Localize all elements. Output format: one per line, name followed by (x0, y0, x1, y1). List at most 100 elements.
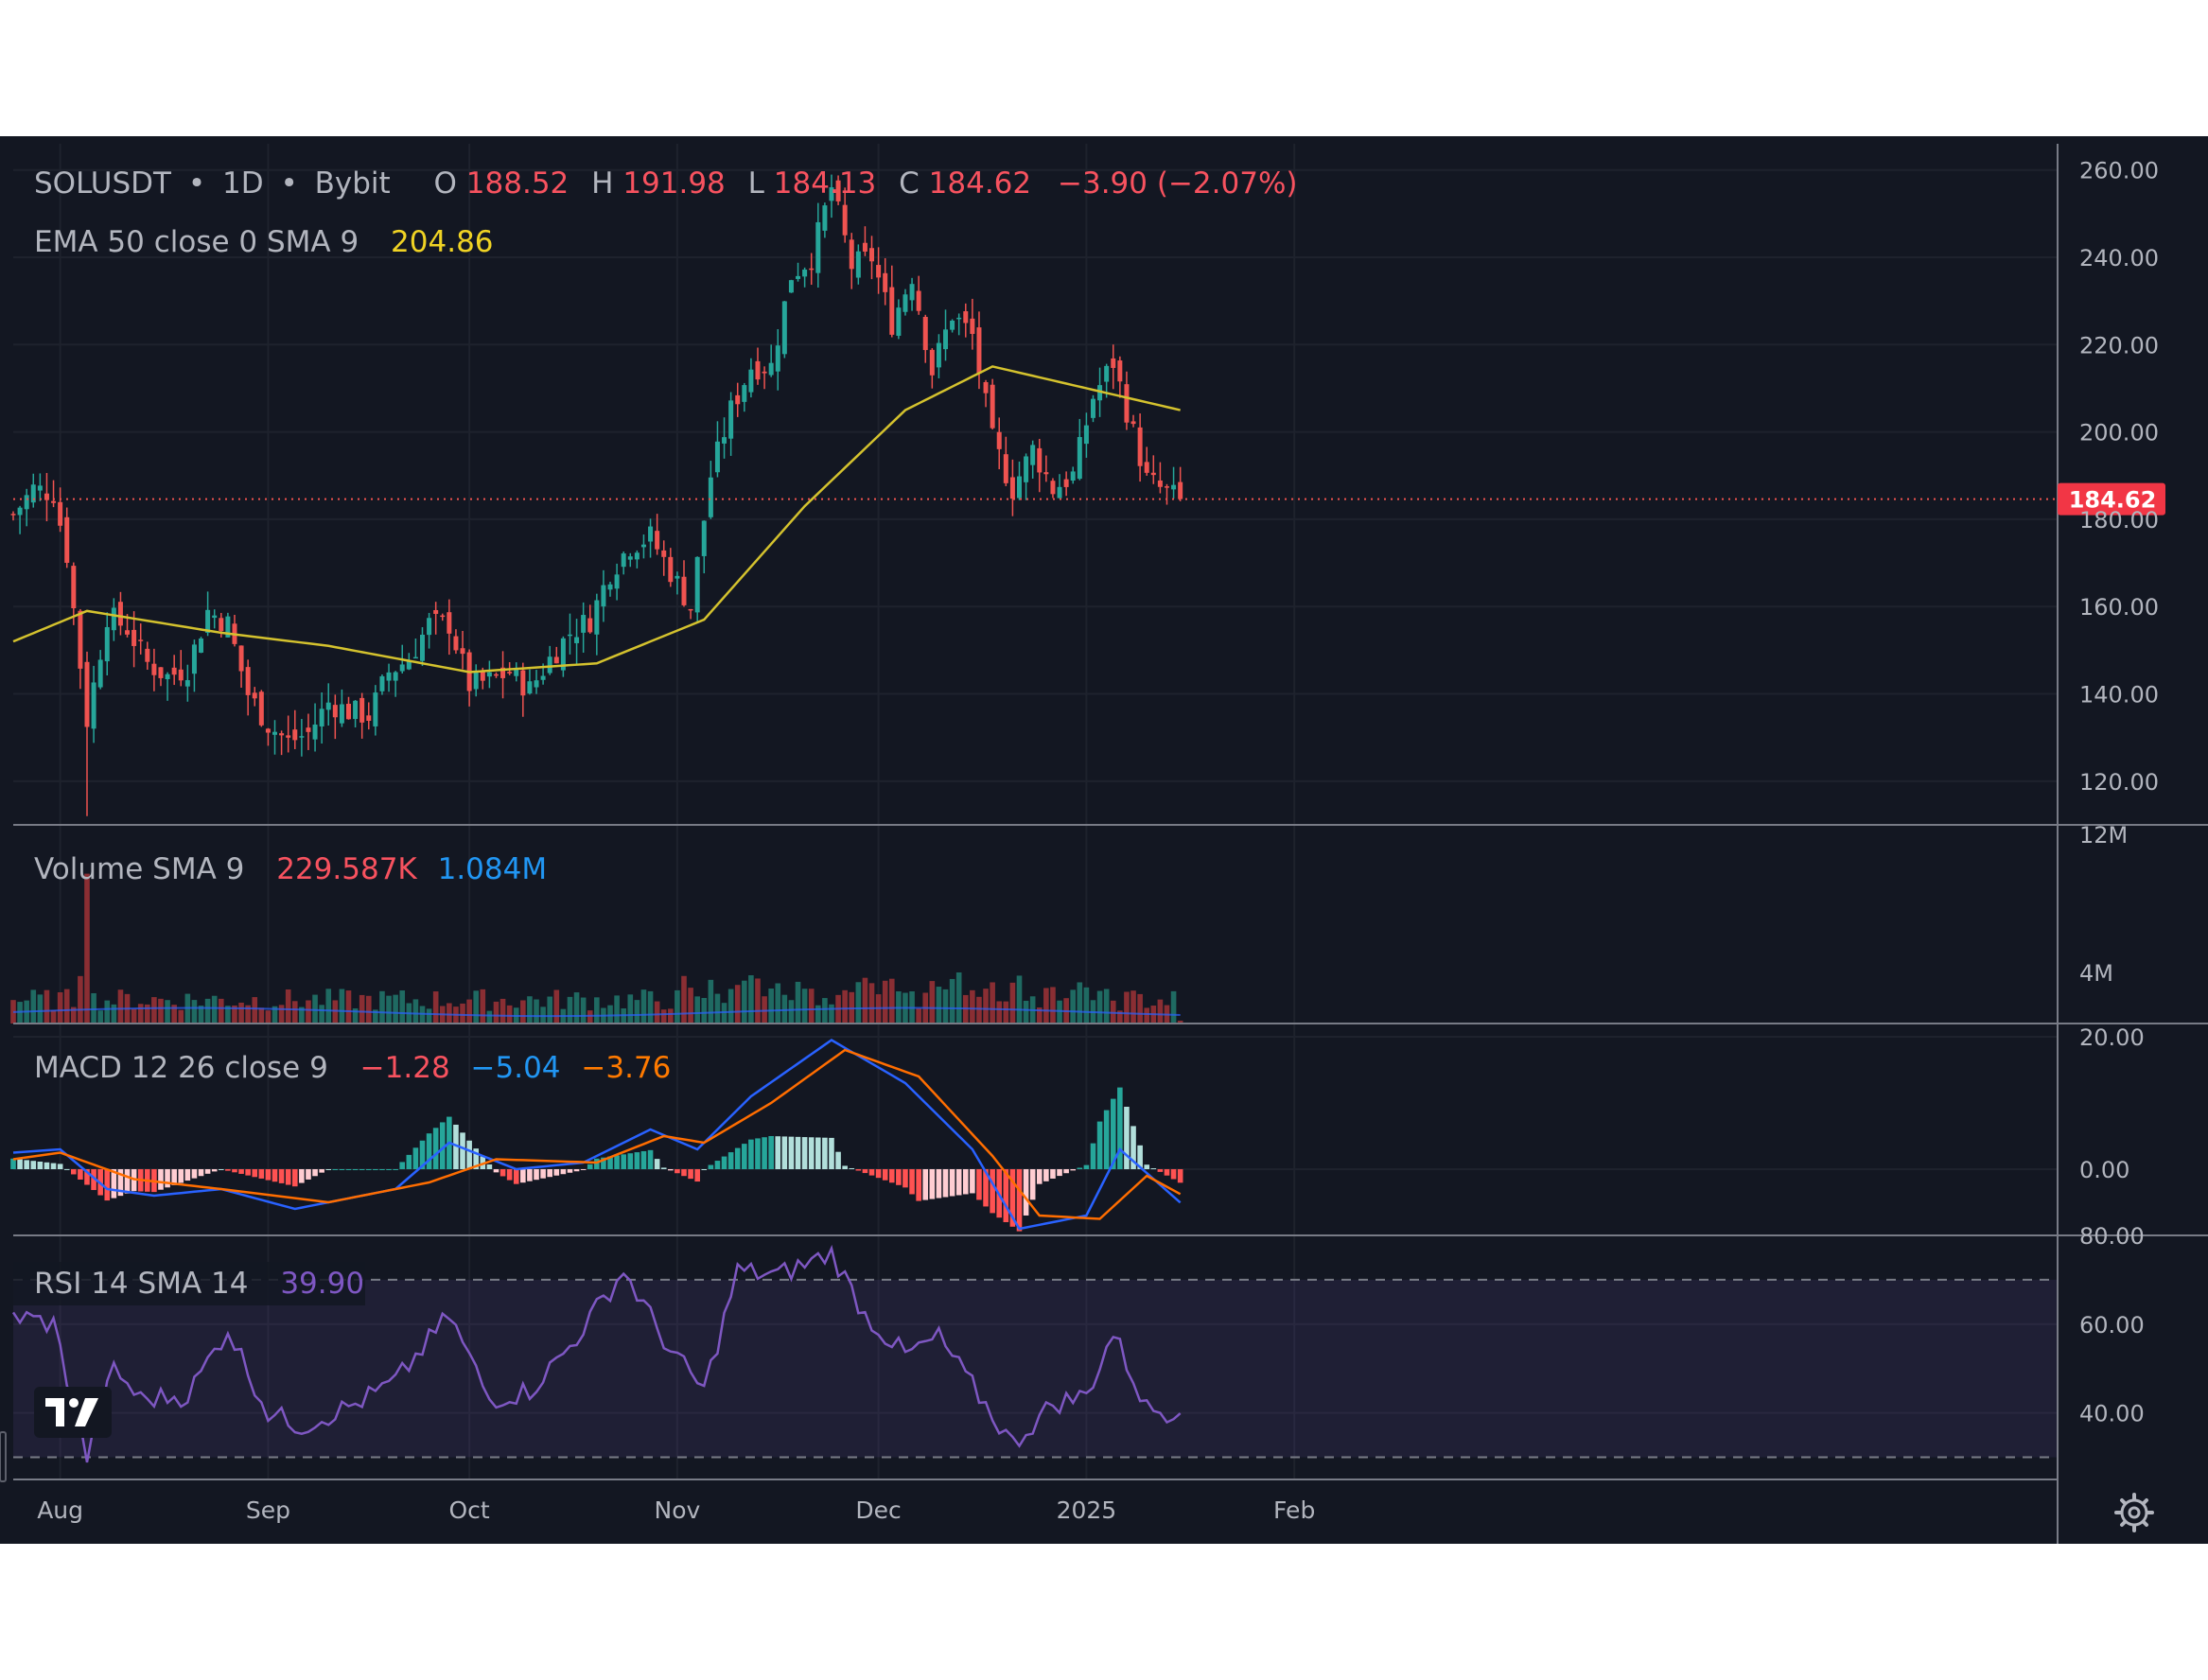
macd-histogram-bar (580, 1169, 587, 1170)
macd-histogram-bar (84, 1169, 90, 1185)
volume-axis-label[interactable]: 4M (2079, 960, 2113, 987)
exchange-label[interactable]: Bybit (315, 166, 391, 201)
time-axis-label[interactable]: 2025 (1057, 1496, 1117, 1524)
candle-body (1111, 358, 1116, 368)
rsi-legend-label[interactable]: RSI 14 SMA 14 (34, 1267, 248, 1301)
price-axis[interactable]: 260.00 240.00 220.00 200.00 180.00 160.00 140.… (2079, 158, 2159, 796)
candle-body (534, 680, 539, 688)
price-axis-label[interactable]: 240.00 (2079, 245, 2159, 271)
volume-bar (567, 996, 573, 1024)
volume-bar (868, 983, 875, 1024)
ema-legend-label[interactable]: EMA 50 close 0 SMA 9 (34, 225, 359, 259)
price-axis-label[interactable]: 120.00 (2079, 769, 2159, 796)
time-axis-label[interactable]: Sep (246, 1496, 290, 1524)
ema-legend[interactable]: EMA 50 close 0 SMA 9 204.86 (34, 225, 494, 259)
rsi-legend[interactable]: RSI 14 SMA 14 39.90 (34, 1267, 364, 1301)
candle-body (1037, 447, 1043, 473)
volume-bar (145, 1004, 150, 1024)
symbol-label[interactable]: SOLUSDT (34, 166, 172, 201)
candle-body (1030, 445, 1036, 465)
macd-histogram-bar (178, 1169, 184, 1183)
volume-bar (1043, 988, 1049, 1024)
price-axis-label[interactable]: 160.00 (2079, 594, 2159, 621)
price-axis-label[interactable]: 180.00 (2079, 507, 2159, 534)
gear-icon[interactable] (2114, 1493, 2154, 1532)
interval-label[interactable]: 1D (222, 166, 264, 201)
candle-body (379, 675, 385, 691)
volume-bar (882, 980, 888, 1024)
rsi-axis-label[interactable]: 60.00 (2079, 1312, 2145, 1339)
price-axis-label[interactable]: 220.00 (2079, 332, 2159, 359)
volume-bar (634, 1000, 640, 1024)
macd-signal-value: −3.76 (581, 1051, 671, 1085)
volume-bar (1117, 1010, 1123, 1024)
macd-histogram-bar (621, 1154, 626, 1169)
macd-histogram-bar (942, 1169, 949, 1198)
ema-line (12, 365, 1181, 674)
main-legend[interactable]: SOLUSDT • 1D • Bybit O 188.52 H 191.98 L… (34, 166, 1298, 201)
price-axis-label[interactable]: 200.00 (2079, 420, 2159, 446)
candle-body (950, 320, 955, 330)
volume-bar (675, 989, 680, 1024)
candle-body (427, 618, 432, 636)
candle-body (842, 204, 848, 236)
volume-bar (245, 1005, 251, 1024)
candle-body (822, 205, 828, 231)
time-axis-label[interactable]: Oct (449, 1496, 490, 1524)
volume-bar (131, 1008, 137, 1024)
time-axis-label[interactable]: Nov (655, 1496, 701, 1524)
price-axis-label[interactable]: 260.00 (2079, 158, 2159, 184)
candle-body (648, 526, 654, 542)
volume-bar (607, 1005, 613, 1024)
candle-body (171, 667, 177, 675)
volume-legend-label[interactable]: Volume SMA 9 (34, 852, 244, 886)
macd-axis-label[interactable]: 0.00 (2079, 1157, 2129, 1183)
macd-histogram-bar (990, 1169, 995, 1214)
macd-histogram-bar (10, 1158, 16, 1169)
volume-bar (480, 989, 486, 1024)
candle-body (614, 574, 620, 589)
candle-body (634, 552, 640, 560)
ema-legend-value: 204.86 (391, 225, 493, 259)
volume-axis-label[interactable]: 12M (2079, 822, 2128, 849)
macd-legend[interactable]: MACD 12 26 close 9 −1.28 −5.04 −3.76 (34, 1051, 671, 1085)
macd-histogram-bar (1130, 1126, 1136, 1169)
candle-body (1024, 456, 1029, 482)
time-axis-label[interactable]: Dec (855, 1496, 901, 1524)
price-axis-label[interactable]: 140.00 (2079, 682, 2159, 709)
candle-body (339, 704, 344, 724)
separator-dot: • (280, 166, 297, 201)
volume-bar (775, 983, 781, 1024)
chart-canvas[interactable]: 184.62 260.00 240.00 220.00 200.00 180.00 160… (0, 136, 2208, 1544)
rsi-axis-label[interactable]: 80.00 (2079, 1223, 2145, 1250)
macd-histogram-bar (245, 1169, 251, 1176)
time-axis[interactable]: Aug Sep Oct Nov Dec 2025 Feb (37, 1496, 1315, 1524)
volume-axis[interactable]: 12M 4M (2079, 822, 2128, 987)
trading-chart[interactable]: 184.62 260.00 240.00 220.00 200.00 180.00 160… (0, 136, 2208, 1544)
candle-body (292, 729, 298, 741)
volume-bar (1096, 990, 1103, 1024)
tradingview-logo-icon[interactable] (34, 1387, 112, 1438)
candle-body (627, 556, 633, 560)
macd-legend-label[interactable]: MACD 12 26 close 9 (34, 1051, 328, 1085)
candle-body (91, 682, 96, 729)
macd-histogram-bar (158, 1169, 164, 1190)
rsi-axis[interactable]: 80.00 60.00 40.00 (2079, 1223, 2145, 1427)
macd-axis-label[interactable]: 20.00 (2079, 1024, 2145, 1051)
volume-bar (432, 991, 439, 1024)
macd-histogram-bar (640, 1150, 647, 1169)
candle-body (366, 715, 372, 722)
candlesticks[interactable] (10, 174, 1183, 816)
side-panel-handle[interactable] (0, 1431, 7, 1482)
candle-body (607, 584, 613, 590)
time-axis-label[interactable]: Aug (37, 1496, 83, 1524)
candle-body (460, 648, 465, 655)
volume-bar (573, 992, 580, 1024)
high-value: 191.98 (622, 166, 725, 201)
time-axis-label[interactable]: Feb (1273, 1496, 1315, 1524)
macd-histogram-bar (755, 1138, 761, 1169)
rsi-axis-label[interactable]: 40.00 (2079, 1401, 2145, 1427)
macd-axis[interactable]: 20.00 0.00 (2079, 1024, 2145, 1183)
volume-legend[interactable]: Volume SMA 9 229.587K 1.084M (34, 852, 547, 886)
volume-bar (1103, 989, 1110, 1024)
